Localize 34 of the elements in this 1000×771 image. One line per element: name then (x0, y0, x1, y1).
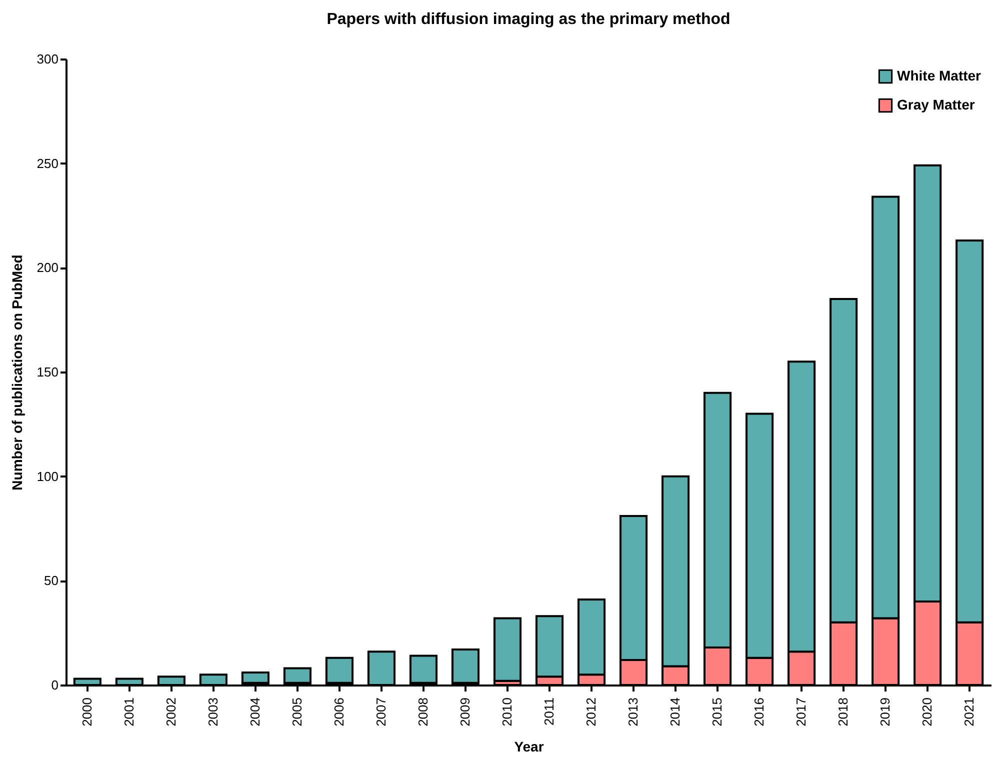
x-tick-label: 2006 (331, 698, 346, 726)
x-tick-label: 2019 (878, 698, 893, 726)
x-tick-label: 2016 (752, 698, 767, 726)
y-tick-label: 100 (36, 468, 58, 484)
x-tick-label: 2017 (794, 698, 809, 726)
x-tick-label: 2018 (836, 698, 851, 726)
x-axis-title: Year (514, 738, 544, 754)
y-axis-title: Number of publications on PubMed (8, 254, 25, 490)
x-tick-label: 2007 (373, 698, 388, 726)
y-tick-label: 300 (36, 52, 58, 66)
legend-label: White Matter (897, 68, 982, 84)
x-tick-label: 2003 (205, 698, 220, 726)
x-tick-label: 2001 (121, 698, 136, 726)
y-tick-label: 150 (36, 364, 58, 380)
x-tick-label: 2013 (626, 698, 641, 726)
x-tick-label: 2012 (584, 698, 599, 726)
y-tick-label: 50 (44, 573, 58, 588)
x-tick-label: 2002 (163, 698, 178, 726)
x-tick-label: 2008 (415, 698, 430, 726)
x-tick-label: 2020 (920, 698, 935, 726)
y-tick-label: 200 (36, 260, 58, 276)
x-tick-label: 2015 (710, 698, 725, 726)
x-tick-label: 2004 (247, 698, 262, 726)
x-tick-label: 2014 (668, 698, 683, 726)
x-tick-label: 2011 (542, 698, 557, 726)
x-tick-label: 2021 (962, 698, 977, 726)
x-tick-label: 2000 (79, 698, 94, 726)
x-tick-label: 2010 (499, 698, 514, 726)
chart-title: Papers with diffusion imaging as the primary method (326, 11, 730, 28)
legend-label: Gray Matter (897, 96, 976, 112)
y-tick-label: 250 (36, 156, 58, 171)
x-tick-label: 2005 (289, 698, 304, 726)
y-tick-label: 0 (51, 678, 58, 692)
x-tick-label: 2009 (457, 698, 472, 726)
